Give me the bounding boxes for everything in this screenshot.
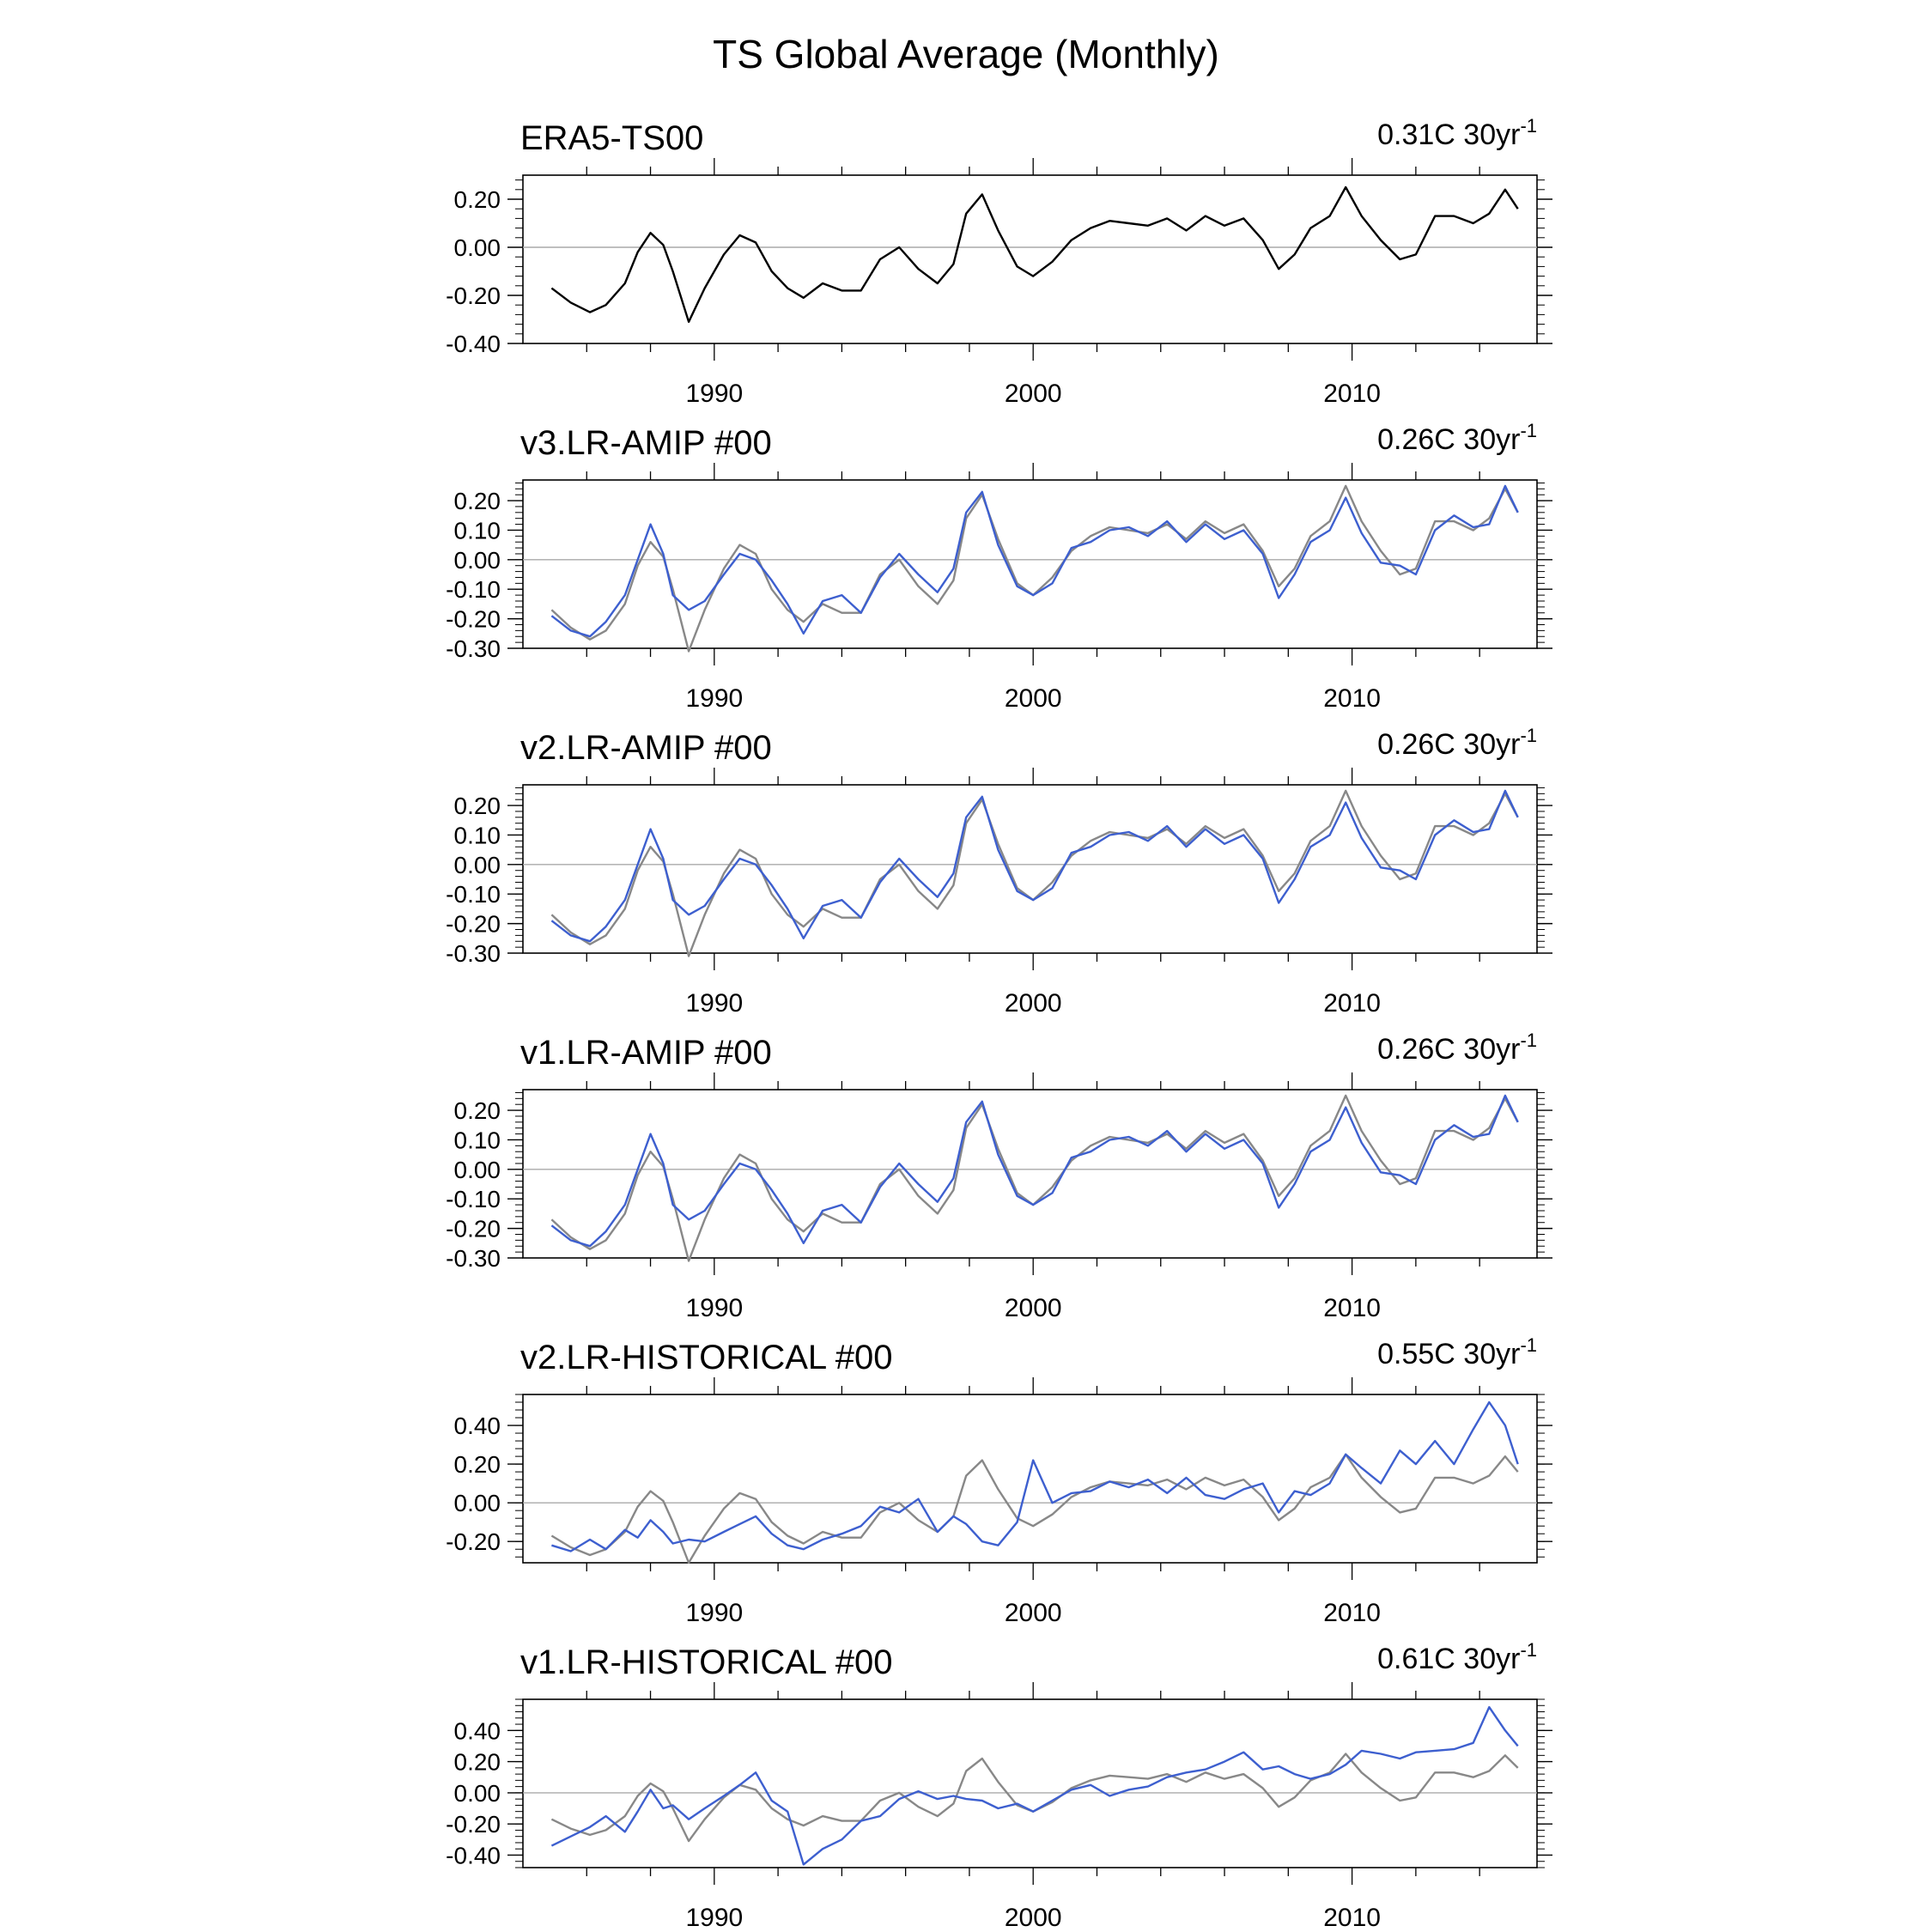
y-tick-label: -0.10 (446, 576, 501, 603)
y-tick-label: -0.10 (446, 1186, 501, 1212)
trend-value: 0.26C 30yr (1377, 1033, 1520, 1066)
y-tick-label: -0.30 (446, 1245, 501, 1272)
y-tick-label: -0.30 (446, 635, 501, 662)
y-tick-label: -0.20 (446, 1528, 501, 1555)
y-tick-label: 0.20 (454, 488, 501, 514)
panel-title: v3.LR-AMIP #00 (520, 424, 772, 462)
trend-exponent: -1 (1520, 115, 1537, 137)
series-line-reference (550, 789, 1519, 957)
trend-exponent: -1 (1520, 1334, 1537, 1356)
series-line-reference (550, 1453, 1519, 1564)
series-line-era5 (550, 185, 1519, 323)
trend-exponent: -1 (1520, 1030, 1537, 1051)
y-tick-label: 0.10 (454, 822, 501, 848)
main-title: TS Global Average (Monthly) (713, 32, 1219, 76)
x-tick-label: 2000 (1005, 1599, 1062, 1627)
panel-6: v1.LR-HISTORICAL #00 0.61C 30yr-1 0.40 0.20… (446, 1639, 1552, 1932)
trend-label: 0.55C 30yr-1 (1377, 1334, 1537, 1370)
y-tick-label: 0.00 (454, 1780, 501, 1807)
x-tick-label: 2010 (1323, 380, 1381, 408)
y-tick-label: -0.20 (446, 1811, 501, 1838)
y-tick-label: 0.40 (454, 1717, 501, 1744)
trend-label: 0.31C 30yr-1 (1377, 115, 1537, 151)
x-tick-label: 2010 (1323, 1599, 1381, 1627)
x-tick-label: 2000 (1005, 989, 1062, 1018)
trend-exponent: -1 (1520, 1639, 1537, 1661)
x-tick-label: 1990 (685, 380, 743, 408)
y-tick-label: 0.00 (454, 234, 501, 261)
panel-title: v2.LR-AMIP #00 (520, 729, 772, 767)
trend-value: 0.31C 30yr (1377, 118, 1520, 151)
y-tick-label: -0.20 (446, 911, 501, 938)
series-line-model (550, 789, 1519, 943)
trend-value: 0.55C 30yr (1377, 1338, 1520, 1370)
y-tick-label: -0.20 (446, 283, 501, 309)
series-line-model (550, 1705, 1519, 1866)
y-tick-label: 0.20 (454, 1451, 501, 1478)
trend-label: 0.26C 30yr-1 (1377, 420, 1537, 456)
trend-label: 0.26C 30yr-1 (1377, 1030, 1537, 1066)
panel-title: ERA5-TS00 (520, 119, 703, 157)
y-tick-label: 0.10 (454, 517, 501, 544)
y-tick-label: 0.20 (454, 186, 501, 213)
series-line-reference (550, 1753, 1519, 1843)
y-tick-label: -0.30 (446, 940, 501, 967)
y-tick-label: 0.00 (454, 852, 501, 878)
y-tick-label: 0.20 (454, 1749, 501, 1776)
y-tick-label: -0.40 (446, 331, 501, 357)
y-tick-label: -0.40 (446, 1842, 501, 1868)
y-tick-label: -0.20 (446, 606, 501, 633)
panel-1: ERA5-TS00 0.31C 30yr-1 0.20 0.00 -0.20 -0.40 1… (446, 115, 1552, 408)
x-tick-label: 2000 (1005, 684, 1062, 713)
x-tick-label: 1990 (685, 1904, 743, 1932)
y-tick-label: 0.00 (454, 1490, 501, 1516)
panel-3: v2.LR-AMIP #00 0.26C 30yr-1 0.20 0.10 0.00 -0… (446, 725, 1552, 1018)
y-tick-label: -0.20 (446, 1216, 501, 1242)
plot-frame (522, 479, 1538, 649)
x-tick-label: 2010 (1323, 1904, 1381, 1932)
y-tick-label: 0.20 (454, 1097, 501, 1124)
panel-5: v2.LR-HISTORICAL #00 0.55C 30yr-1 0.40 0.20… (446, 1334, 1552, 1627)
y-tick-label: 0.20 (454, 793, 501, 819)
trend-label: 0.61C 30yr-1 (1377, 1639, 1537, 1675)
panel-title: v2.LR-HISTORICAL #00 (520, 1339, 893, 1376)
x-tick-label: 2000 (1005, 380, 1062, 408)
plot-frame (522, 1698, 1538, 1868)
series-line-reference (550, 484, 1519, 653)
series-line-model (550, 484, 1519, 638)
plot-frame (522, 174, 1538, 344)
panel-2: v3.LR-AMIP #00 0.26C 30yr-10.200.100.00-0… (446, 420, 1552, 713)
trend-exponent: -1 (1520, 725, 1537, 746)
plot-frame (522, 1394, 1538, 1564)
y-tick-label: -0.10 (446, 881, 501, 908)
panel-4: v1.LR-AMIP #00 0.26C 30yr-1 0.20 0.10 0.00 -0… (446, 1030, 1552, 1322)
y-tick-label: 0.00 (454, 547, 501, 574)
x-tick-label: 2010 (1323, 684, 1381, 713)
plot-frame (522, 784, 1538, 954)
x-tick-label: 2000 (1005, 1904, 1062, 1932)
x-tick-label: 1990 (685, 1599, 743, 1627)
y-tick-label: 0.00 (454, 1157, 501, 1183)
x-tick-label: 2010 (1323, 989, 1381, 1018)
panel-title: v1.LR-HISTORICAL #00 (520, 1643, 893, 1681)
x-tick-label: 1990 (685, 1294, 743, 1322)
x-tick-label: 2010 (1323, 1294, 1381, 1322)
panel-title: v1.LR-AMIP #00 (520, 1034, 772, 1072)
trend-value: 0.26C 30yr (1377, 728, 1520, 761)
trend-label: 0.26C 30yr-1 (1377, 725, 1537, 761)
series-line-model (550, 1094, 1519, 1248)
trend-exponent: -1 (1520, 420, 1537, 441)
x-tick-label: 1990 (685, 989, 743, 1018)
x-tick-label: 1990 (685, 684, 743, 713)
y-tick-label: 0.40 (454, 1413, 501, 1439)
x-tick-label: 2000 (1005, 1294, 1062, 1322)
plot-frame (522, 1089, 1538, 1259)
y-tick-label: 0.10 (454, 1127, 501, 1153)
series-line-model (551, 1400, 1519, 1552)
trend-value: 0.26C 30yr (1377, 423, 1520, 456)
series-line-reference (550, 1094, 1519, 1262)
trend-value: 0.61C 30yr (1377, 1643, 1520, 1675)
